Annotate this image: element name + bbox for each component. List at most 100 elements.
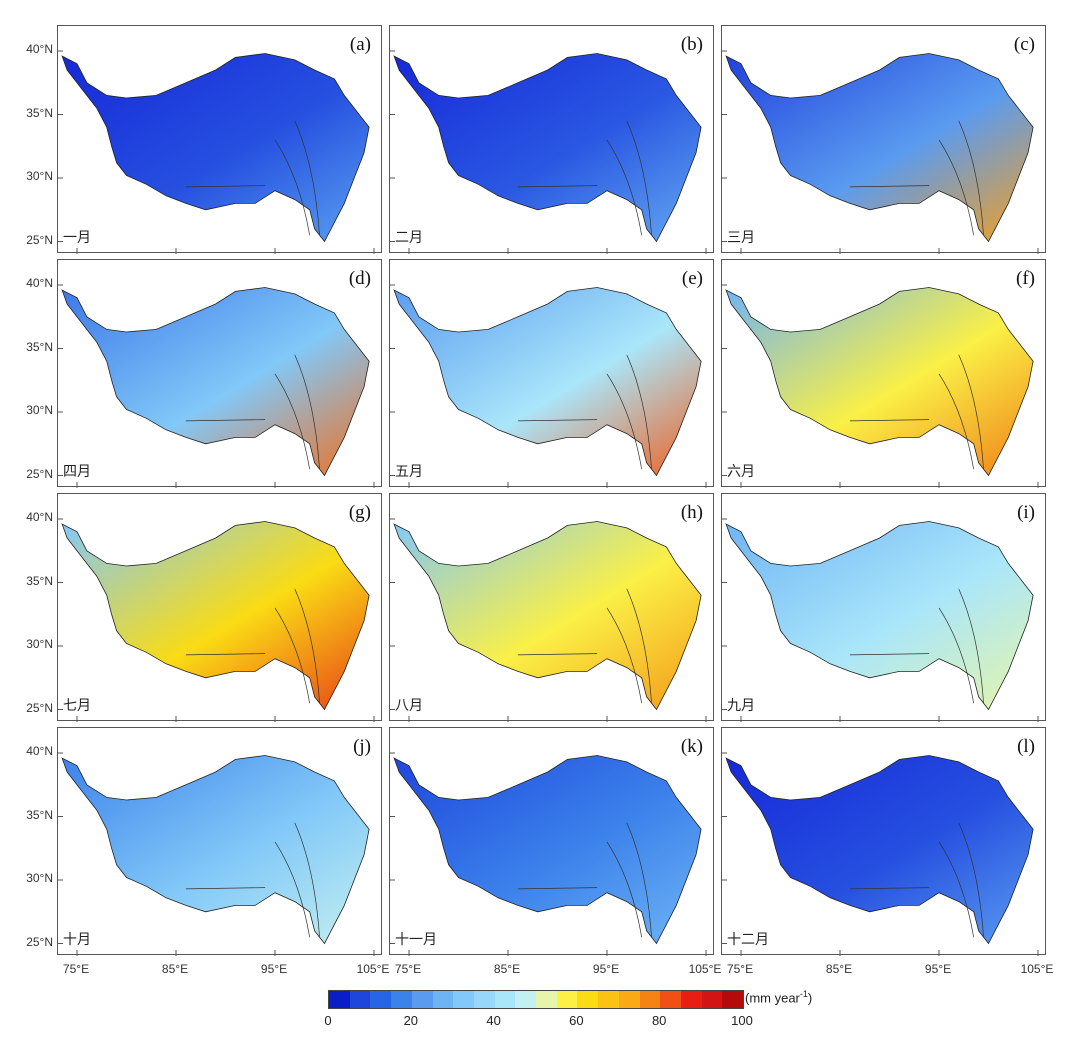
colorbar-bin	[556, 991, 578, 1008]
lon-tick-label: 95°E	[260, 962, 288, 976]
month-label: 十一月	[395, 931, 437, 947]
plateau-region	[61, 53, 370, 243]
colorbar-bin	[722, 991, 744, 1008]
lat-tick-label: 40°N	[26, 276, 53, 290]
colorbar-bin	[536, 991, 557, 1008]
lon-tick-label: 85°E	[493, 962, 521, 976]
river-lines	[849, 588, 984, 704]
river-lines	[185, 822, 320, 938]
panel-letter: (f)	[1016, 268, 1035, 289]
river-lines	[517, 354, 652, 470]
month-label: 九月	[727, 697, 755, 713]
panel-letter: (i)	[1017, 502, 1035, 523]
colorbar-bin	[680, 991, 702, 1008]
lat-tick-label: 30°N	[26, 169, 53, 183]
map-panel: (g) 七月	[57, 493, 382, 722]
map-panel: (b) 二月	[389, 25, 714, 254]
colorbar-bin	[515, 991, 537, 1008]
colorbar-bin	[370, 991, 392, 1008]
month-label: 四月	[63, 463, 91, 479]
map-panel: (a) 一月	[57, 25, 382, 254]
colorbar-bin	[577, 991, 599, 1008]
lat-tick-label: 35°N	[26, 807, 53, 822]
colorbar-bin	[453, 991, 474, 1008]
colorbar-bin	[473, 991, 495, 1008]
colorbar-bin	[639, 991, 661, 1008]
lat-tick-label: 30°N	[26, 871, 53, 885]
colorbar	[328, 990, 744, 1009]
plateau-region	[393, 53, 702, 243]
plateau-map	[390, 50, 707, 254]
colorbar-bin	[411, 991, 433, 1008]
month-label: 八月	[395, 697, 423, 713]
colorbar-bin	[349, 991, 371, 1008]
lat-tick-label: 25°N	[26, 934, 53, 949]
lat-tick-label: 30°N	[26, 637, 53, 651]
colorbar-tick-label: 40	[486, 1013, 501, 1028]
month-label: 一月	[63, 229, 91, 245]
plateau-region	[61, 287, 370, 477]
panel-letter: (h)	[680, 502, 703, 523]
month-label: 三月	[727, 229, 755, 245]
map-panel: (f) 六月	[721, 259, 1046, 488]
panel-letter: (c)	[1013, 34, 1035, 55]
colorbar-tick-label: 100	[731, 1013, 753, 1028]
map-panel: (l) 十二月	[721, 727, 1046, 956]
plateau-region	[725, 53, 1034, 243]
plateau-map	[390, 518, 707, 722]
month-label: 二月	[395, 229, 423, 245]
plateau-map	[722, 518, 1039, 722]
plateau-region	[725, 287, 1034, 477]
lat-tick-label: 40°N	[26, 42, 53, 56]
panel-letter: (a)	[349, 34, 371, 55]
colorbar-bin	[329, 991, 350, 1008]
colorbar-tick-label: 60	[569, 1013, 584, 1028]
lat-tick-label: 35°N	[26, 573, 53, 588]
river-lines	[849, 354, 984, 470]
panel-letter: (k)	[680, 736, 703, 757]
plateau-region	[61, 755, 370, 945]
plateau-region	[725, 755, 1034, 945]
colorbar-bin	[391, 991, 412, 1008]
lat-tick-label: 40°N	[26, 510, 53, 524]
river-lines	[849, 822, 984, 938]
river-lines	[849, 120, 984, 236]
river-lines	[517, 588, 652, 704]
river-lines	[517, 120, 652, 236]
plateau-map	[722, 50, 1039, 254]
month-label: 十二月	[727, 931, 769, 947]
map-panel: (e) 五月	[389, 259, 714, 488]
plateau-map	[390, 284, 707, 488]
colorbar-tick-label: 0	[324, 1013, 332, 1028]
plateau-map	[722, 752, 1039, 956]
map-panel: (d) 四月	[57, 259, 382, 488]
lat-tick-label: 25°N	[26, 700, 53, 715]
plateau-map	[58, 518, 375, 722]
lon-tick-label: 85°E	[161, 962, 189, 976]
colorbar-bin	[618, 991, 640, 1008]
lat-tick-label: 35°N	[26, 105, 53, 120]
panel-letter: (d)	[348, 268, 371, 289]
month-label: 五月	[395, 463, 423, 479]
lon-tick-label: 105°E	[688, 962, 722, 976]
river-lines	[185, 120, 320, 236]
map-panel: (j) 十月	[57, 727, 382, 956]
colorbar-unit: (mm year-1)	[745, 989, 813, 1006]
panel-letter: (b)	[680, 34, 703, 55]
lat-tick-label: 40°N	[26, 744, 53, 758]
river-lines	[185, 588, 320, 704]
lon-tick-label: 85°E	[825, 962, 853, 976]
colorbar-bin	[494, 991, 516, 1008]
month-label: 六月	[727, 463, 755, 479]
river-lines	[517, 822, 652, 938]
month-label: 十月	[63, 931, 91, 947]
plateau-map	[58, 50, 375, 254]
month-label: 七月	[63, 697, 91, 713]
map-panel: (c) 三月	[721, 25, 1046, 254]
plateau-map	[58, 284, 375, 488]
lat-tick-label: 30°N	[26, 403, 53, 417]
plateau-map	[390, 752, 707, 956]
colorbar-tick-label: 20	[403, 1013, 419, 1028]
lon-tick-label: 75°E	[62, 962, 90, 976]
panel-letter: (e)	[681, 268, 703, 289]
